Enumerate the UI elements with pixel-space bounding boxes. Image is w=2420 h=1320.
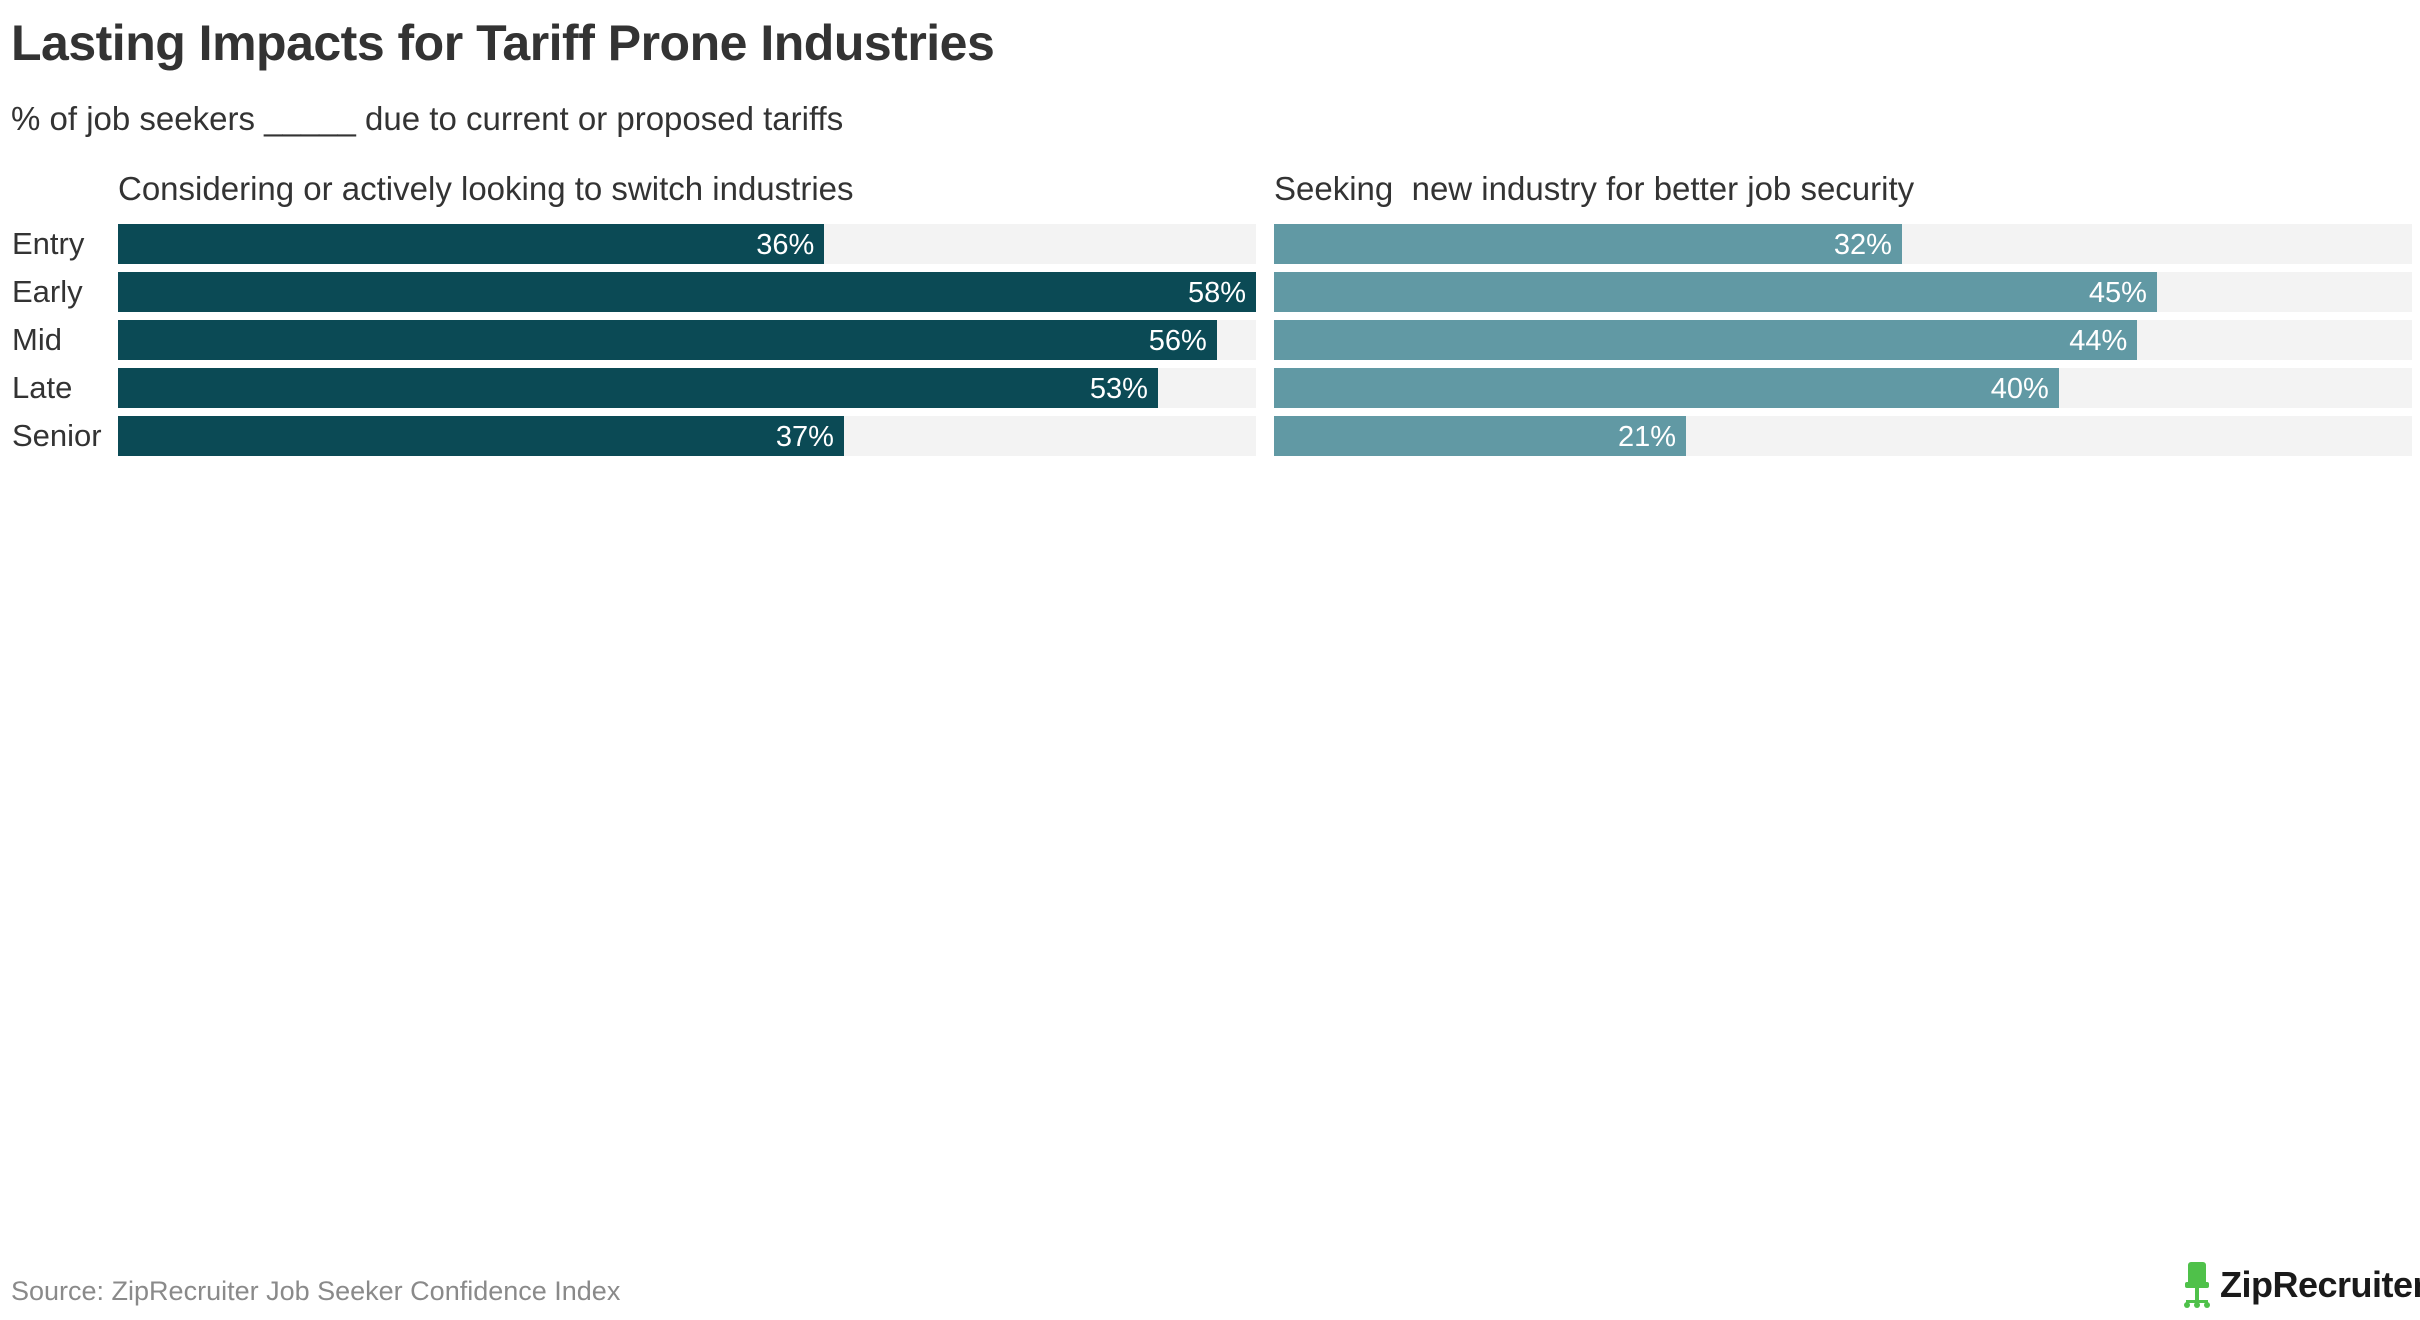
bar: 40% <box>1274 368 2059 408</box>
bar-track: 21% <box>1274 416 2412 456</box>
series-title: Seeking new industry for better job secu… <box>1274 170 1915 207</box>
bar-track: 40% <box>1274 368 2412 408</box>
bar: 36% <box>118 224 825 264</box>
category-label: Entry <box>12 226 85 261</box>
bar-value-label: 36% <box>756 229 815 261</box>
bar: 53% <box>118 368 1158 408</box>
chart-subtitle: % of job seekers _____ due to current or… <box>11 100 844 137</box>
bar: 44% <box>1274 320 2138 360</box>
bar-value-label: 56% <box>1148 325 1207 357</box>
bar-track: 44% <box>1274 320 2412 360</box>
bar-value-label: 58% <box>1187 277 1246 309</box>
bar-value-label: 44% <box>2069 325 2128 357</box>
category-label: Mid <box>12 322 62 357</box>
bar-track: 56% <box>118 320 1256 360</box>
bar-track: 37% <box>118 416 1256 456</box>
source-note: Source: ZipRecruiter Job Seeker Confiden… <box>11 1276 621 1306</box>
ziprecruiter-logo: ZipRecruiter® <box>2182 1260 2420 1310</box>
bar: 21% <box>1274 416 1687 456</box>
series-title: Considering or actively looking to switc… <box>118 170 854 207</box>
category-label: Senior <box>12 418 102 453</box>
bar-value-label: 53% <box>1089 373 1148 405</box>
logo-text: ZipRecruiter <box>2220 1264 2420 1305</box>
bar-value-label: 45% <box>2088 277 2147 309</box>
bar-value-label: 37% <box>775 421 834 453</box>
category-label: Early <box>12 274 83 309</box>
bar: 37% <box>118 416 844 456</box>
category-label: Late <box>12 370 73 405</box>
bar: 45% <box>1274 272 2157 312</box>
bar-track: 53% <box>118 368 1256 408</box>
bar: 32% <box>1274 224 1902 264</box>
bar-value-label: 21% <box>1617 421 1677 453</box>
bar-track: 36% <box>118 224 1256 264</box>
bar: 56% <box>118 320 1217 360</box>
zip-chair-icon <box>2184 1262 2210 1308</box>
bar-value-label: 40% <box>1990 373 2049 405</box>
bar: 58% <box>118 272 1256 312</box>
bar-track: 45% <box>1274 272 2412 312</box>
chart-title: Lasting Impacts for Tariff Prone Industr… <box>11 15 995 71</box>
bar-value-label: 32% <box>1833 229 1892 261</box>
bar-track: 32% <box>1274 224 2412 264</box>
bar-track: 58% <box>118 272 1256 312</box>
